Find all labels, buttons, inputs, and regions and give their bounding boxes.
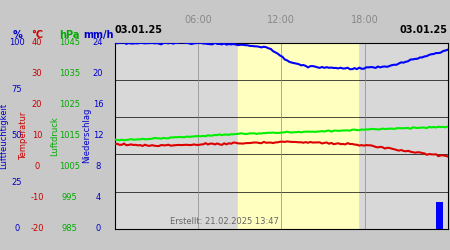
- Text: 1005: 1005: [59, 162, 80, 171]
- Text: 0: 0: [95, 224, 101, 233]
- Text: 0: 0: [14, 224, 20, 233]
- Text: 40: 40: [32, 38, 42, 47]
- Text: 8: 8: [95, 162, 101, 171]
- Text: hPa: hPa: [59, 30, 80, 40]
- Text: Temperatur: Temperatur: [19, 112, 28, 160]
- Text: 24: 24: [93, 38, 104, 47]
- Text: 20: 20: [93, 69, 104, 78]
- Text: 18:00: 18:00: [351, 15, 378, 25]
- Text: °C: °C: [31, 30, 43, 40]
- Text: Erstellt: 21.02.2025 13:47: Erstellt: 21.02.2025 13:47: [170, 217, 279, 226]
- Text: 1025: 1025: [59, 100, 80, 109]
- Text: 03.01.25: 03.01.25: [400, 25, 448, 35]
- Text: %: %: [12, 30, 22, 40]
- Text: 1015: 1015: [59, 131, 80, 140]
- Text: 1045: 1045: [59, 38, 80, 47]
- Bar: [238, 42, 358, 229]
- Text: -10: -10: [30, 193, 44, 202]
- Text: 30: 30: [32, 69, 42, 78]
- Text: 16: 16: [93, 100, 104, 109]
- Text: 75: 75: [12, 84, 22, 94]
- Text: 100: 100: [9, 38, 25, 47]
- Text: -20: -20: [30, 224, 44, 233]
- Text: 03.01.25: 03.01.25: [115, 25, 163, 35]
- Text: Niederschlag: Niederschlag: [82, 108, 91, 163]
- Text: 4: 4: [95, 193, 101, 202]
- Bar: [436, 202, 443, 229]
- Text: 985: 985: [62, 224, 78, 233]
- Text: 12: 12: [93, 131, 104, 140]
- Text: 20: 20: [32, 100, 42, 109]
- Text: 50: 50: [12, 131, 22, 140]
- Text: Luftfeuchtigkeit: Luftfeuchtigkeit: [0, 102, 8, 169]
- Text: 10: 10: [32, 131, 42, 140]
- Text: Luftdruck: Luftdruck: [50, 116, 59, 156]
- Text: mm/h: mm/h: [83, 30, 113, 40]
- Text: 12:00: 12:00: [267, 15, 295, 25]
- Text: 1035: 1035: [59, 69, 80, 78]
- Text: 995: 995: [62, 193, 77, 202]
- Text: 0: 0: [34, 162, 40, 171]
- Text: 25: 25: [12, 178, 22, 187]
- Text: 06:00: 06:00: [184, 15, 212, 25]
